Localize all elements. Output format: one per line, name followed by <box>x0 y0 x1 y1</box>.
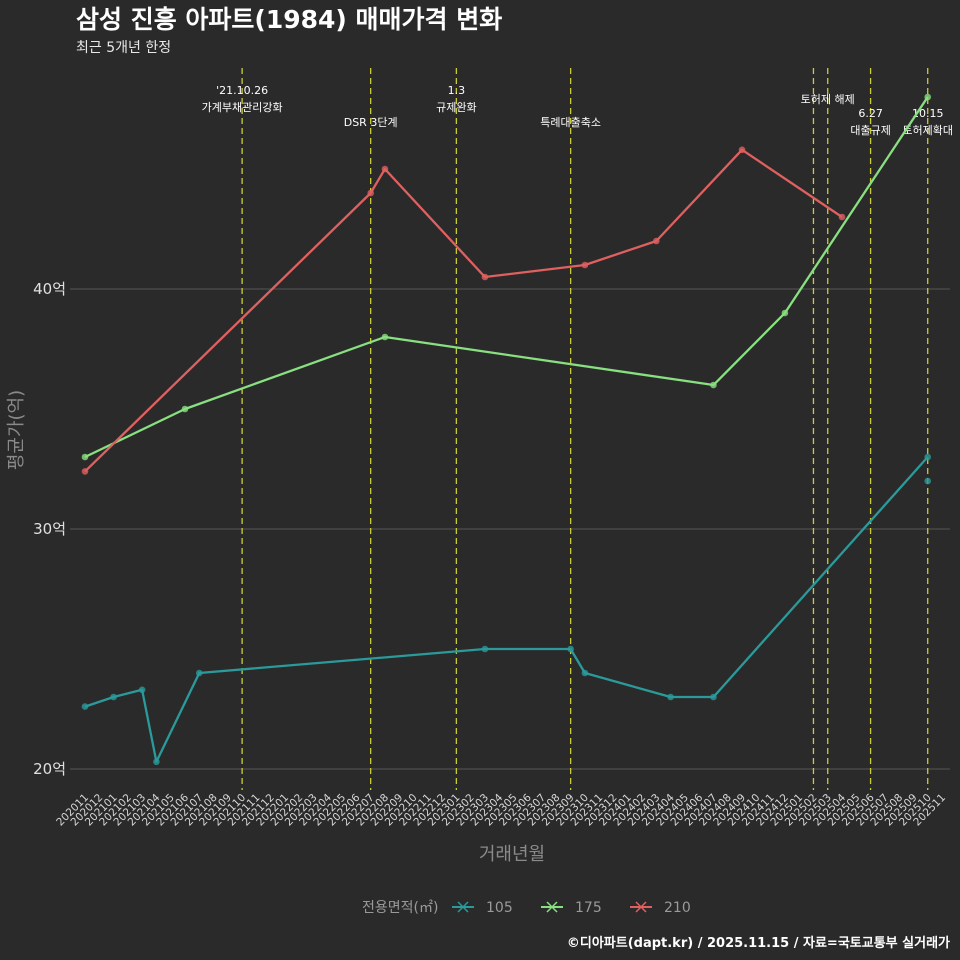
event-date: '21.10.26 <box>216 84 268 97</box>
data-point-175 <box>924 93 932 101</box>
data-point-210 <box>838 213 846 221</box>
legend-label-105: 105 <box>486 900 513 916</box>
data-point-210 <box>581 261 589 269</box>
data-point-105 <box>481 645 489 653</box>
data-point-210 <box>653 237 660 245</box>
event-label: 토허제확대 <box>902 124 953 137</box>
data-point-175 <box>81 453 89 461</box>
grid-lines <box>70 288 950 770</box>
data-point-105 <box>710 693 717 701</box>
data-point-175 <box>381 333 389 341</box>
y-tick-label: 40억 <box>33 280 66 298</box>
data-point-105 <box>138 686 146 694</box>
event-label: 규제완화 <box>436 101 476 114</box>
event-date: 6.27 <box>858 107 883 120</box>
event-label: 가계부채관리강화 <box>202 101 283 114</box>
data-point-175 <box>781 309 789 317</box>
series-line-210 <box>84 148 843 473</box>
legend-label-210: 210 <box>664 900 691 916</box>
series-lines <box>81 93 932 766</box>
data-point-105 <box>153 758 160 766</box>
event-label: 대출규제 <box>850 124 890 137</box>
legend-mark-210 <box>635 901 647 913</box>
data-point-175 <box>181 405 189 413</box>
series-line-175 <box>84 96 929 459</box>
legend: 전용면적(㎡) 105 175 210 <box>362 900 691 916</box>
caption: ©디아파트(dapt.kr) / 2025.11.15 / 자료=국토교통부 실… <box>567 935 950 951</box>
chart-title: 삼성 진흥 아파트(1984) 매매가격 변화 <box>76 5 502 34</box>
legend-mark-175 <box>546 901 558 913</box>
chart-subtitle: 최근 5개년 한정 <box>76 40 171 56</box>
y-axis-ticks: 20억 30억 40억 <box>33 280 66 778</box>
data-point-210 <box>738 146 746 154</box>
event-label: 특례대출축소 <box>540 116 601 129</box>
event-date: 1.3 <box>448 84 466 97</box>
y-tick-label: 20억 <box>33 760 66 778</box>
data-point-210 <box>367 189 374 197</box>
data-point-210 <box>81 468 89 475</box>
data-point-105 <box>667 693 674 701</box>
data-point-105 <box>581 669 589 677</box>
legend-title: 전용면적(㎡) <box>362 900 438 916</box>
data-point-175 <box>710 381 717 389</box>
data-point-105 <box>924 477 932 485</box>
event-date: 토허제 해제 <box>801 92 855 106</box>
data-point-105 <box>567 645 574 653</box>
x-axis-title: 거래년월 <box>479 844 545 865</box>
data-point-105 <box>195 669 203 677</box>
y-axis-title: 평균가(억) <box>6 390 27 470</box>
event-label: DSR 3단계 <box>344 116 398 129</box>
legend-mark-105 <box>457 901 469 913</box>
data-point-105 <box>110 693 117 701</box>
data-point-210 <box>381 165 389 173</box>
data-point-105 <box>924 453 932 461</box>
legend-label-175: 175 <box>575 900 602 916</box>
data-point-105 <box>81 703 89 710</box>
y-tick-label: 30억 <box>33 520 66 538</box>
data-point-210 <box>481 273 489 281</box>
